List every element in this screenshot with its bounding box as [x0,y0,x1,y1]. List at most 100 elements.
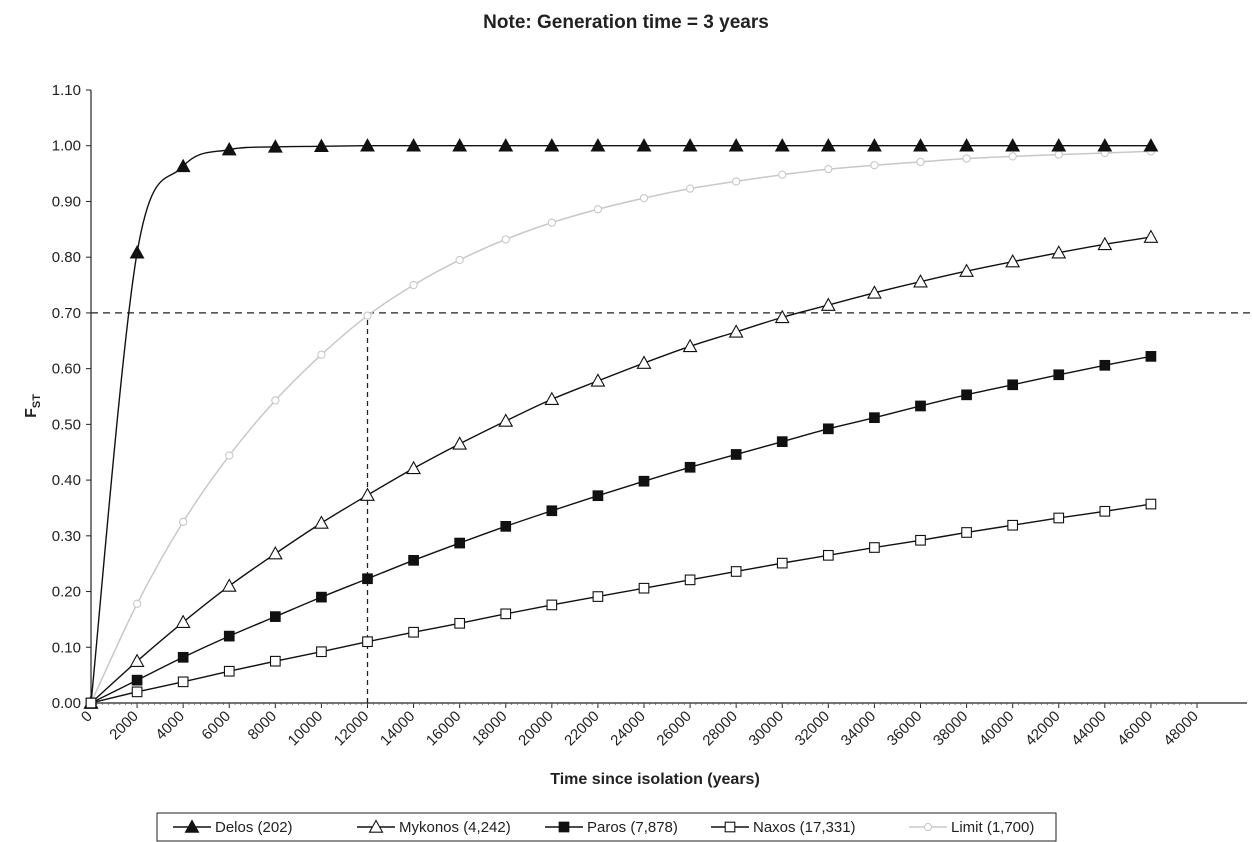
data-point-mykonos [636,355,652,369]
x-tick-label: 8000 [245,708,281,744]
legend-item-mykonos: Mykonos (4,242) [357,819,511,836]
data-point-mykonos [959,263,975,277]
x-tick-label: 32000 [792,708,834,750]
data-point-delos [267,139,283,153]
data-point-delos [590,138,606,152]
x-tick-label: 6000 [198,708,234,744]
data-point-limit [639,193,649,203]
data-point-mykonos [913,274,928,288]
series-line-naxos [90,503,1152,704]
data-point-limit [1054,150,1063,159]
x-tick-label: 40000 [976,708,1018,750]
data-point-mykonos [406,460,422,475]
data-point-delos [636,138,652,152]
data-point-mykonos [1143,229,1159,243]
data-point-delos [360,138,375,152]
data-point-naxos [915,534,926,546]
data-point-delos [1143,138,1159,152]
data-point-paros [362,573,373,585]
data-point-paros [1099,359,1111,371]
data-point-delos [1051,138,1067,152]
data-point-naxos [362,636,373,648]
data-point-limit [501,235,510,244]
x-tick-label: 10000 [285,708,327,750]
data-point-mykonos [590,373,606,387]
data-point-limit [455,255,464,265]
data-point-mykonos [267,546,283,560]
series-markers-naxos [85,498,1157,709]
legend-label-naxos: Naxos (17,331) [753,819,856,836]
legend-item-paros: Paros (7,878) [545,819,678,836]
x-tick-label: 0 [78,708,96,726]
x-tick-label: 26000 [653,708,695,750]
series-line-limit [90,150,1151,704]
y-tick-label: 0.90 [52,193,81,210]
x-tick-label: 48000 [1160,708,1202,750]
data-point-paros [1053,369,1065,381]
data-point-mykonos [820,297,836,311]
x-tick-label: 46000 [1114,708,1156,750]
data-point-paros [269,611,281,622]
data-point-naxos [684,574,696,586]
data-point-limit [271,396,280,405]
data-point-limit [685,184,695,193]
legend-label-limit: Limit (1,700) [951,819,1034,836]
series-line-delos [90,144,1151,704]
legend: Delos (202) Mykonos (4,242) Paros (7,878) N… [156,812,1057,842]
data-point-mykonos [1097,236,1113,251]
y-tick-label: 0.10 [52,639,81,656]
data-point-limit [732,177,741,186]
legend-item-naxos: Naxos (17,331) [711,819,856,836]
x-tick-label: 44000 [1068,708,1110,750]
y-tick-label: 0.70 [52,305,81,322]
data-point-delos [498,138,514,152]
legend-marker-paros [558,821,570,833]
y-axis-title: FST [23,394,43,418]
data-point-naxos [546,599,558,611]
data-point-paros [316,591,327,603]
series-markers-limit [86,147,1156,708]
data-point-delos [175,158,191,173]
x-tick-label: 18000 [469,708,511,750]
x-tick-label: 36000 [884,708,926,750]
legend-box [156,812,1057,842]
data-point-paros [131,674,143,686]
data-point-naxos [730,566,742,577]
data-point-limit [870,161,879,170]
data-point-limit [962,154,971,163]
x-tick-label: 14000 [377,708,419,750]
legend-marker-naxos [724,821,736,833]
series-markers-mykonos [83,229,1159,709]
data-point-naxos [1053,512,1065,524]
x-tick-label: 28000 [699,708,741,750]
data-point-mykonos [498,413,514,427]
y-tick-label: 0.30 [52,528,81,545]
data-point-delos [406,138,422,152]
data-point-mykonos [1005,254,1021,268]
data-point-delos [129,245,145,259]
data-point-delos [1097,138,1113,152]
data-point-limit [132,599,142,608]
data-point-mykonos [1051,245,1067,259]
data-point-paros [730,449,742,460]
svg-text:FST: FST [23,394,43,418]
x-tick-label: 20000 [515,708,557,750]
series-markers-paros [85,351,1157,709]
y-tick-label: 0.00 [52,695,81,712]
data-point-naxos [223,665,235,677]
data-point-delos [313,138,329,153]
legend-marker-limit [923,822,933,832]
data-point-limit [824,164,833,174]
data-point-naxos [592,591,604,602]
data-point-naxos [1145,498,1157,510]
y-axis-title-subscript: ST [31,394,43,408]
data-point-delos [959,138,975,152]
data-point-paros [822,423,834,435]
data-point-paros [546,505,558,517]
data-point-naxos [85,697,97,709]
x-tick-label: 22000 [561,708,603,750]
data-point-delos [1005,138,1021,152]
data-point-limit [547,218,556,227]
plot-area: 0.00 0.10 0.20 0.30 0.40 0.50 0.60 0.70 0.80 0.90… [52,82,1253,749]
data-point-paros [223,630,235,642]
